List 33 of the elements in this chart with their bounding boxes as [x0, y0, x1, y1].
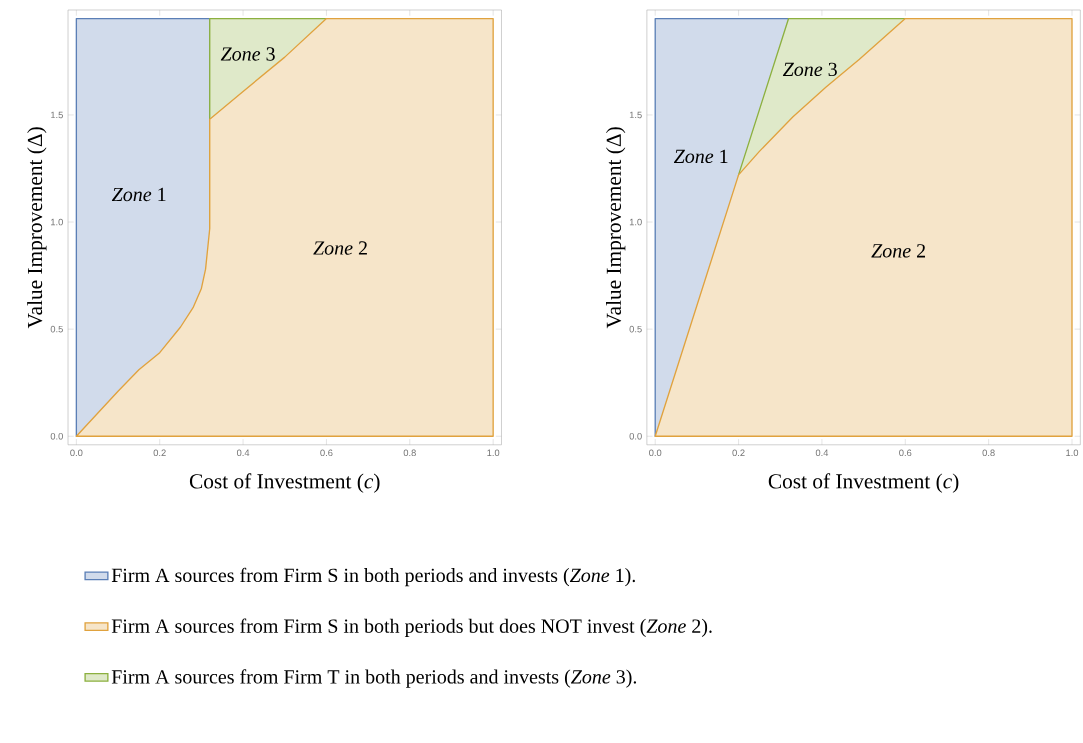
- x-tick-label: 0.2: [732, 449, 745, 457]
- annotation: Zone 1: [111, 187, 166, 202]
- y-axis-title: Value Improvement (Δ): [606, 127, 626, 329]
- x-axis-title: Cost of Investment (c): [768, 473, 959, 493]
- annotation: Zone 1: [673, 149, 728, 164]
- y-tick-label: 0.0: [50, 432, 63, 440]
- annotation: Zone 2: [313, 241, 367, 255]
- x-tick-label: 0.0: [70, 449, 83, 457]
- x-axis-title: Cost of Investment (c): [189, 473, 380, 493]
- y-tick-label: 1.5: [629, 111, 642, 119]
- y-tick-label: 0.5: [629, 325, 642, 333]
- legend-label: Firm A sources from Firm S in both periods and invests (Zone 1).: [111, 567, 635, 587]
- annotation: Zone 3: [220, 47, 275, 61]
- y-axis-title: Value Improvement (Δ): [27, 127, 47, 329]
- annotation: Zone 2: [871, 244, 926, 258]
- x-tick-label: 1.0: [487, 449, 500, 457]
- legend-label: Firm A sources from Firm S in both periods but does NOT invest (Zone 2).: [111, 618, 712, 637]
- y-tick-label: 1.5: [51, 111, 63, 119]
- legend-label: Firm A sources from Firm T in both periods and invests (Zone 3).: [111, 669, 637, 688]
- y-tick-label: 1.0: [51, 218, 63, 226]
- x-tick-label: 0.4: [236, 449, 250, 457]
- x-tick-label: 0.4: [815, 449, 829, 457]
- y-tick-label: 1.0: [629, 218, 642, 226]
- x-tick-label: 0.2: [153, 449, 166, 457]
- y-tick-label: 0.5: [50, 325, 63, 333]
- x-tick-label: 0.0: [649, 449, 662, 457]
- y-tick-label: 0.0: [629, 432, 642, 440]
- x-tick-label: 0.8: [403, 449, 416, 457]
- x-tick-label: 0.8: [982, 449, 995, 457]
- x-tick-label: 0.6: [899, 449, 912, 457]
- x-tick-label: 1.0: [1066, 449, 1079, 457]
- x-tick-label: 0.6: [320, 449, 333, 457]
- annotation: Zone 3: [782, 62, 837, 77]
